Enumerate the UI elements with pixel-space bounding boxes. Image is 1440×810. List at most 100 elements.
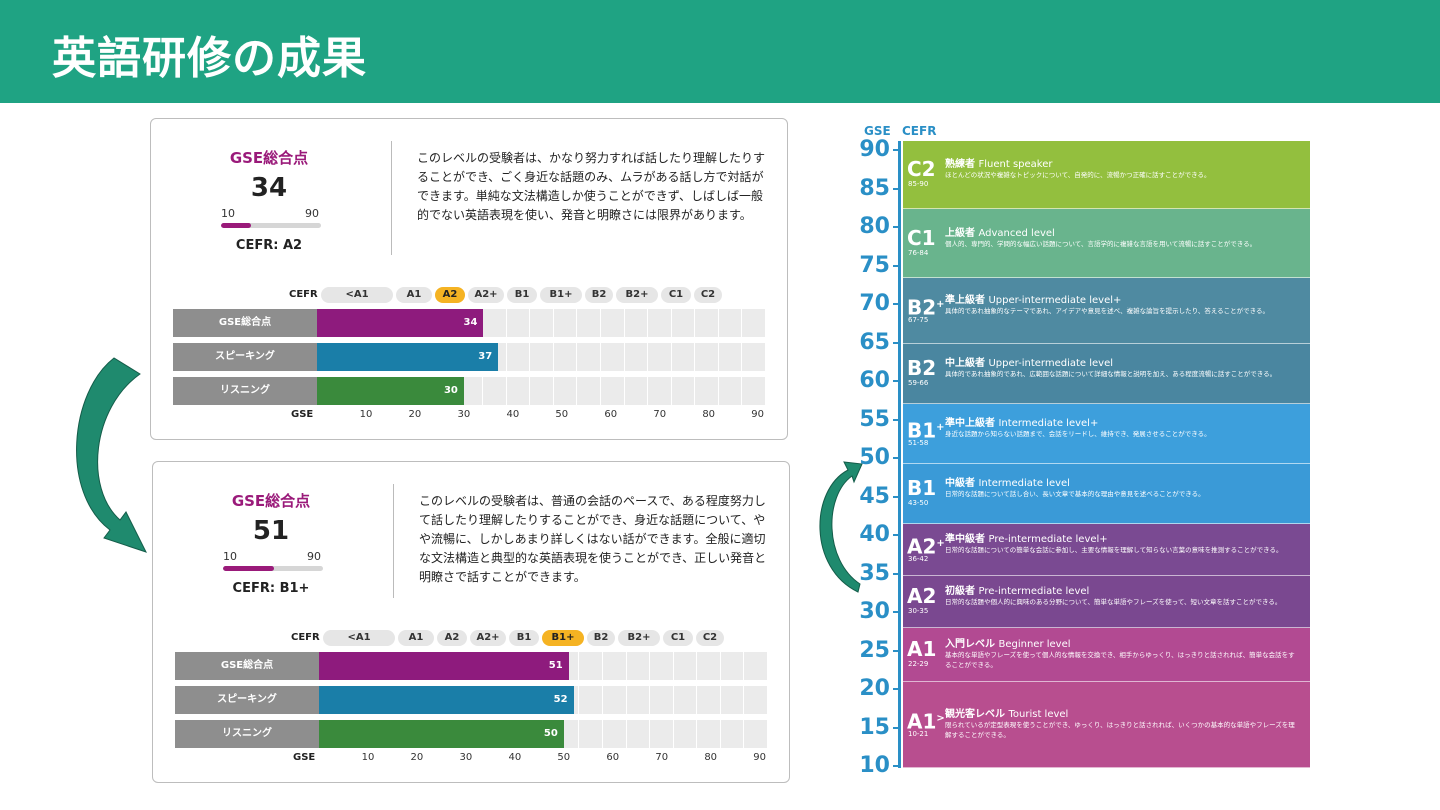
band-level: B1: [907, 478, 936, 498]
band-level: B1+: [907, 418, 945, 441]
gse-score-value: 34: [250, 173, 288, 203]
score-range-max: 90: [305, 207, 319, 220]
level-description: このレベルの受験者は、かなり努力すれば話したり理解したりすることができ、ごく身近…: [417, 151, 766, 222]
gridline: [649, 652, 651, 680]
gse-scale-tick: [893, 572, 901, 575]
score-bar-value: 37: [478, 351, 493, 362]
gridline: [696, 652, 698, 680]
gse-axis-tick: 60: [604, 409, 618, 420]
band-title-en: Upper-intermediate level+: [988, 295, 1122, 306]
gse-scale-tick: [893, 264, 901, 267]
cefr-pill-A2: A2: [437, 630, 467, 646]
gse-scale-number: 45: [859, 483, 890, 509]
cefr-pill-B1: B1: [509, 630, 539, 646]
band-title-ja: 入門レベル: [945, 639, 995, 650]
gridline: [578, 720, 580, 748]
cefr-pill-B1-plus: B1+: [540, 287, 582, 303]
band-level-text: A2: [907, 534, 937, 559]
gridline: [576, 309, 578, 337]
gse-scale-tick: [893, 149, 901, 151]
cefr-pill-C1: C1: [663, 630, 693, 646]
gridline: [719, 652, 721, 680]
band-title-en: Beginner level: [998, 639, 1071, 650]
gridline: [623, 377, 625, 405]
band-description: 身近な話題から知らない話題まで、会話をリードし、維持でき、発展させることができる…: [945, 430, 1211, 438]
gridline: [599, 343, 601, 371]
gse-scale-tick: [893, 380, 901, 382]
band-level: B2+: [907, 295, 945, 318]
gse-scale-tick: [893, 341, 901, 344]
band-level-suffix: +: [936, 422, 945, 433]
band-description: 基本的な単語やフレーズを使って個人的な情報を交換でき、相手からゆっくり、はっきり…: [945, 651, 1295, 669]
band-title: 準中上級者 Intermediate level+: [945, 414, 1098, 429]
band-title-ja: 上級者: [945, 228, 975, 239]
vertical-divider: [393, 484, 394, 598]
band-level-text: C2: [907, 157, 936, 181]
gse-axis-title: GSE: [293, 752, 316, 763]
cefr-pill-A1: A1: [396, 287, 432, 303]
band-range: 85-90: [908, 180, 929, 188]
gse-axis-tick: 10: [359, 409, 373, 420]
gridline: [505, 309, 507, 337]
band-title-ja: 中級者: [945, 478, 975, 489]
band-range: 10-21: [908, 730, 929, 738]
gridline: [625, 686, 627, 714]
gridline: [670, 377, 672, 405]
gse-axis-title: GSE: [291, 409, 314, 420]
score-range-min: 10: [223, 550, 237, 563]
gridline: [719, 720, 721, 748]
band-title-ja: 準上級者: [945, 295, 985, 306]
gridline: [717, 343, 719, 371]
row-label-0: GSE総合点: [173, 309, 317, 337]
gridline: [672, 686, 674, 714]
gse-scale-number: 60: [859, 368, 890, 393]
gridline: [670, 343, 672, 371]
gse-axis-tick: 90: [753, 752, 766, 763]
gse-scale-tick: [893, 688, 901, 690]
band-title-ja: 準中級者: [945, 534, 985, 545]
band-level-text: C1: [907, 226, 936, 250]
gridline: [576, 377, 578, 405]
band-level: A2+: [907, 534, 945, 557]
band-level-text: A2: [907, 584, 937, 608]
score-bar-track: 30: [317, 377, 765, 405]
score-bar-value: 30: [443, 385, 458, 396]
band-title: 準中級者 Pre-intermediate level+: [945, 530, 1108, 545]
gridline: [743, 720, 745, 748]
cefr-band-b2: B2 59-66 中上級者 Upper-intermediate level 具体的で…: [903, 344, 1310, 404]
band-title-en: Intermediate level+: [998, 418, 1099, 429]
band-description: ほとんどの状況や複雑なトピックについて、自発的に、流暢かつ正確に話すことができる…: [945, 171, 1211, 179]
band-range: 30-35: [908, 607, 929, 615]
cefr-pill-B1-plus: B1+: [542, 630, 584, 646]
band-description: 具体的であれ抽象的なテーマであれ、アイデアや意見を述べ、複雑な論旨を提示したり、…: [945, 307, 1270, 315]
cefr-column-head: CEFR: [902, 124, 937, 138]
band-range: 51-58: [908, 439, 929, 447]
gse-axis-tick: 20: [408, 409, 422, 420]
band-description: 日常的な話題について話し合い、長い文章で基本的な理由や意見を述べることができる。: [945, 490, 1205, 498]
cefr-band-c1: C1 76-84 上級者 Advanced level 個人的、専門的、学問的な幅広い…: [903, 209, 1310, 278]
score-bar-value: 50: [543, 728, 558, 739]
gridline: [576, 343, 578, 371]
gridline: [578, 686, 580, 714]
cefr-pill-C2: C2: [694, 287, 722, 303]
cefr-band-a2: A2 30-35 初級者 Pre-intermediate level 日常的な話題や…: [903, 576, 1310, 628]
gse-scale-tick: [893, 303, 901, 305]
score-range-min: 10: [221, 207, 235, 220]
cefr-pill-B2: B2: [587, 630, 615, 646]
cefr-band-b2-plus: B2+ 67-75 準上級者 Upper-intermediate level+ 具体…: [903, 278, 1310, 344]
band-level-text: A1: [907, 709, 937, 734]
gse-scale-number: 30: [859, 599, 890, 624]
cefr-pill-A2-plus: A2+: [470, 630, 506, 646]
page-title: 英語研修の成果: [52, 33, 367, 84]
gse-scale-tick: [893, 187, 901, 190]
gridline: [694, 377, 696, 405]
gridline: [578, 652, 580, 680]
gridline: [717, 309, 719, 337]
gse-score-title: GSE総合点: [229, 149, 309, 167]
score-bar: [319, 652, 569, 680]
gridline: [529, 343, 531, 371]
cefr-band-c2: C2 85-90 熟練者 Fluent speaker ほとんどの状況や複雑なトピック…: [903, 141, 1310, 209]
gridline: [552, 309, 554, 337]
row-label-1: スピーキング: [173, 343, 317, 371]
cefr-band-b1-plus: B1+ 51-58 準中上級者 Intermediate level+ 身近な話題から…: [903, 404, 1310, 464]
